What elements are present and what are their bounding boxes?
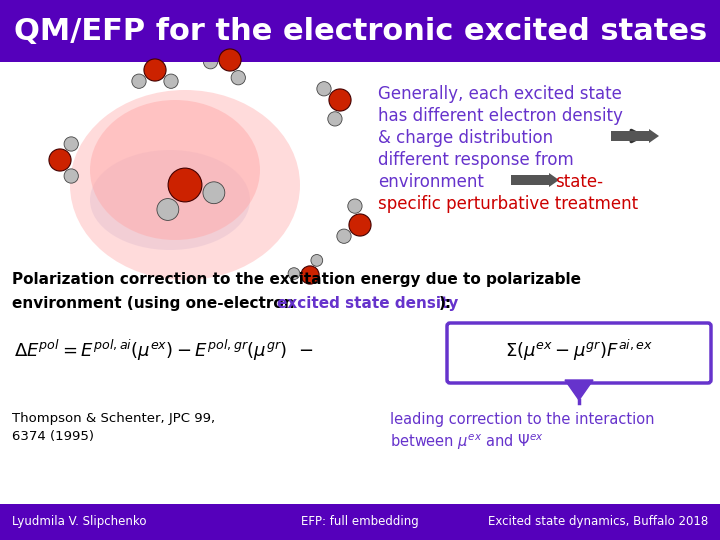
FancyArrow shape: [611, 129, 659, 143]
Circle shape: [219, 49, 241, 71]
Ellipse shape: [90, 150, 250, 250]
Text: $\Sigma(\mu^{ex} - \mu^{gr})F^{ai,ex}$: $\Sigma(\mu^{ex} - \mu^{gr})F^{ai,ex}$: [505, 338, 653, 362]
Circle shape: [231, 71, 246, 85]
Text: Generally, each excited state: Generally, each excited state: [378, 85, 622, 103]
Text: Lyudmila V. Slipchenko: Lyudmila V. Slipchenko: [12, 516, 146, 529]
Circle shape: [168, 168, 202, 202]
Text: specific perturbative treatment: specific perturbative treatment: [378, 195, 638, 213]
Text: Thompson & Schenter, JPC 99,: Thompson & Schenter, JPC 99,: [12, 412, 215, 425]
Circle shape: [328, 112, 342, 126]
Text: ):: ):: [439, 296, 452, 311]
Polygon shape: [565, 380, 593, 400]
Text: EFP: full embedding: EFP: full embedding: [301, 516, 419, 529]
Text: excited state density: excited state density: [277, 296, 459, 311]
Text: 6374 (1995): 6374 (1995): [12, 430, 94, 443]
Circle shape: [301, 266, 319, 284]
Circle shape: [164, 74, 178, 89]
Circle shape: [348, 199, 362, 213]
Circle shape: [311, 254, 323, 266]
Circle shape: [144, 59, 166, 81]
Text: leading correction to the interaction: leading correction to the interaction: [390, 412, 654, 427]
Circle shape: [317, 82, 331, 96]
Text: QM/EFP for the electronic excited states: QM/EFP for the electronic excited states: [14, 17, 707, 45]
Circle shape: [329, 89, 351, 111]
FancyArrow shape: [511, 173, 559, 187]
Circle shape: [337, 229, 351, 244]
Text: Polarization correction to the excitation energy due to polarizable: Polarization correction to the excitatio…: [12, 272, 581, 287]
Circle shape: [349, 214, 371, 236]
Text: has different electron density: has different electron density: [378, 107, 623, 125]
Text: between $\mu^{ex}$ and $\Psi^{ex}$: between $\mu^{ex}$ and $\Psi^{ex}$: [390, 432, 544, 451]
Circle shape: [157, 199, 179, 220]
Circle shape: [203, 182, 225, 204]
Text: $\Delta E^{pol} = E^{pol,ai}(\mu^{ex}) - E^{pol,gr}(\mu^{gr})$  $-$: $\Delta E^{pol} = E^{pol,ai}(\mu^{ex}) -…: [14, 338, 313, 362]
Text: environment (using one-electron: environment (using one-electron: [12, 296, 300, 311]
Ellipse shape: [90, 100, 260, 240]
Bar: [0, 0, 720, 62]
Bar: [0, 504, 720, 540]
Circle shape: [288, 268, 300, 280]
Text: different response from: different response from: [378, 151, 574, 169]
Circle shape: [64, 169, 78, 183]
Circle shape: [203, 55, 217, 69]
Ellipse shape: [70, 90, 300, 280]
Text: environment: environment: [378, 173, 484, 191]
Circle shape: [49, 149, 71, 171]
Circle shape: [64, 137, 78, 151]
Circle shape: [132, 74, 146, 89]
Text: state-: state-: [555, 173, 603, 191]
Text: & charge distribution: & charge distribution: [378, 129, 553, 147]
Text: Excited state dynamics, Buffalo 2018: Excited state dynamics, Buffalo 2018: [487, 516, 708, 529]
